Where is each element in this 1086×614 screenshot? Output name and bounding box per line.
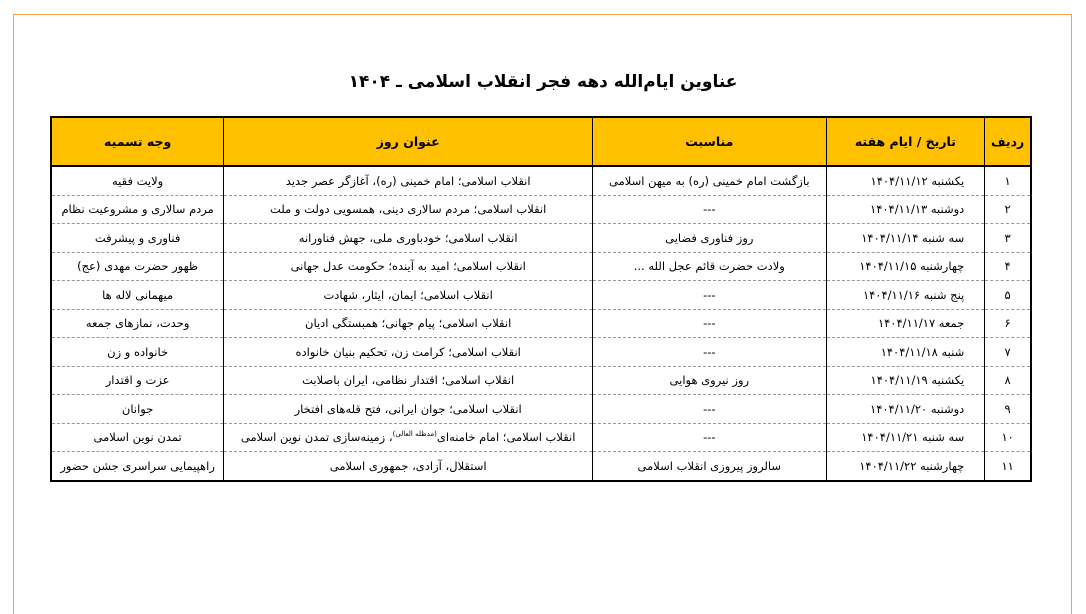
date-cell: شنبه ۱۴۰۴/۱۱/۱۸: [825, 337, 986, 367]
occasion-cell: ---: [592, 309, 827, 338]
row-number: ۳: [984, 223, 1032, 253]
day-title-cell: انقلاب اسلامی؛ جوان ایرانی، فتح قله‌های …: [223, 394, 594, 424]
row-number: ۴: [984, 252, 1032, 281]
table-row: ۱۱ چهارشنبه ۱۴۰۴/۱۱/۲۲ سالروز پیروزی انقلا…: [50, 451, 1032, 481]
date-cell: یکشنبه ۱۴۰۴/۱۱/۱۲: [825, 166, 986, 196]
table-row: ۱۰ سه شنبه ۱۴۰۴/۱۱/۲۱ --- انقلاب اسلامی؛ ام…: [50, 423, 1032, 452]
day-title-text: انقلاب اسلامی؛ امام خامنه‌ای: [436, 430, 576, 445]
row-number: ۹: [984, 394, 1032, 424]
row-number: ۵: [984, 280, 1032, 310]
table-row: ۲ دوشنبه ۱۴۰۴/۱۱/۱۳ --- انقلاب اسلامی؛ مردم…: [50, 195, 1032, 224]
row-number: ۱۱: [984, 451, 1032, 481]
document-title: عناوین ایام‌الله دهه فجر انقلاب اسلامی ـ…: [348, 72, 738, 92]
table-row: ۵ پنج شنبه ۱۴۰۴/۱۱/۱۶ --- انقلاب اسلامی؛ ای…: [50, 280, 1032, 310]
occasion-cell: ---: [592, 394, 827, 424]
naming-reason-cell: فناوری و پیشرفت: [50, 223, 225, 253]
table-row: ۹ دوشنبه ۱۴۰۴/۱۱/۲۰ --- انقلاب اسلامی؛ جوان…: [50, 394, 1032, 424]
occasions-table: ردیف تاریخ / ایام هفته مناسبت عنوان روز …: [50, 116, 1032, 482]
table-row: ۶ جمعه ۱۴۰۴/۱۱/۱۷ --- انقلاب اسلامی؛ پیام ج…: [50, 309, 1032, 338]
occasion-cell: روز فناوری فضایی: [592, 223, 827, 253]
header-day-title: عنوان روز: [223, 116, 594, 167]
date-cell: دوشنبه ۱۴۰۴/۱۱/۲۰: [825, 394, 986, 424]
naming-reason-cell: ولایت فقیه: [50, 166, 225, 196]
date-cell: سه شنبه ۱۴۰۴/۱۱/۲۱: [825, 423, 986, 452]
date-cell: جمعه ۱۴۰۴/۱۱/۱۷: [825, 309, 986, 338]
day-title-cell: انقلاب اسلامی؛ خودباوری ملی، جهش فناوران…: [223, 223, 594, 253]
occasion-cell: ولادت حضرت قائم عجل الله ...: [592, 252, 827, 281]
date-cell: پنج شنبه ۱۴۰۴/۱۱/۱۶: [825, 280, 986, 310]
date-cell: دوشنبه ۱۴۰۴/۱۱/۱۳: [825, 195, 986, 224]
row-number: ۶: [984, 309, 1032, 338]
naming-reason-cell: عزت و اقتدار: [50, 366, 225, 395]
row-number: ۲: [984, 195, 1032, 224]
occasion-cell: ---: [592, 195, 827, 224]
page-border: [13, 14, 1072, 614]
header-naming-reason: وجه تسمیه: [50, 116, 225, 167]
day-title-cell: استقلال، آزادی، جمهوری اسلامی: [223, 451, 594, 481]
occasion-cell: بازگشت امام خمینی (ره) به میهن اسلامی: [592, 166, 827, 196]
day-title-text-after: ، زمینه‌سازی تمدن نوین اسلامی: [240, 430, 393, 445]
naming-reason-cell: جوانان: [50, 394, 225, 424]
naming-reason-cell: ظهور حضرت مهدی (عج): [50, 252, 225, 281]
row-number: ۱۰: [984, 423, 1032, 452]
occasion-cell: ---: [592, 280, 827, 310]
naming-reason-cell: مردم سالاری و مشروعیت نظام: [50, 195, 225, 224]
date-cell: سه شنبه ۱۴۰۴/۱۱/۱۴: [825, 223, 986, 253]
table-row: ۳ سه شنبه ۱۴۰۴/۱۱/۱۴ روز فناوری فضایی انقلا…: [50, 223, 1032, 253]
day-title-cell: انقلاب اسلامی؛ مردم سالاری دینی، همسویی …: [223, 195, 594, 224]
row-number: ۸: [984, 366, 1032, 395]
naming-reason-cell: تمدن نوین اسلامی: [50, 423, 225, 452]
occasion-cell: ---: [592, 337, 827, 367]
day-title-cell: انقلاب اسلامی؛ کرامت زن، تحکیم بنیان خان…: [223, 337, 594, 367]
naming-reason-cell: میهمانی لاله ها: [50, 280, 225, 310]
occasion-cell: سالروز پیروزی انقلاب اسلامی: [592, 451, 827, 481]
date-cell: چهارشنبه ۱۴۰۴/۱۱/۱۵: [825, 252, 986, 281]
table-header-row: ردیف تاریخ / ایام هفته مناسبت عنوان روز …: [50, 116, 1032, 167]
table-row: ۸ یکشنبه ۱۴۰۴/۱۱/۱۹ روز نیروی هوایی انقلاب …: [50, 366, 1032, 395]
day-title-cell: انقلاب اسلامی؛ امید به آینده؛ حکومت عدل …: [223, 252, 594, 281]
row-number: ۱: [984, 166, 1032, 196]
occasion-cell: روز نیروی هوایی: [592, 366, 827, 395]
table-row: ۷ شنبه ۱۴۰۴/۱۱/۱۸ --- انقلاب اسلامی؛ کرامت …: [50, 337, 1032, 367]
table-row: ۱ یکشنبه ۱۴۰۴/۱۱/۱۲ بازگشت امام خمینی (ره)…: [50, 166, 1032, 196]
header-occasion: مناسبت: [592, 116, 827, 167]
day-title-cell: انقلاب اسلامی؛ امام خمینی (ره)، آغازگر ع…: [223, 166, 594, 196]
day-title-cell: انقلاب اسلامی؛ ایمان، ایثار، شهادت: [223, 280, 594, 310]
day-title-cell: انقلاب اسلامی؛ پیام جهانی؛ همبستگی ادیان: [223, 309, 594, 338]
table-row: ۴ چهارشنبه ۱۴۰۴/۱۱/۱۵ ولادت حضرت قائم عجل …: [50, 252, 1032, 281]
occasion-cell: ---: [592, 423, 827, 452]
date-cell: یکشنبه ۱۴۰۴/۱۱/۱۹: [825, 366, 986, 395]
honorific-superscript: (مدظله العالی): [392, 430, 437, 439]
naming-reason-cell: خانواده و زن: [50, 337, 225, 367]
naming-reason-cell: وحدت، نمازهای جمعه: [50, 309, 225, 338]
row-number: ۷: [984, 337, 1032, 367]
day-title-cell: انقلاب اسلامی؛ امام خامنه‌ای(مدظله العال…: [223, 423, 594, 452]
date-cell: چهارشنبه ۱۴۰۴/۱۱/۲۲: [825, 451, 986, 481]
naming-reason-cell: راهپیمایی سراسری جشن حضور: [50, 451, 225, 481]
header-row-number: ردیف: [984, 116, 1032, 167]
header-date: تاریخ / ایام هفته: [825, 116, 986, 167]
day-title-cell: انقلاب اسلامی؛ اقتدار نظامی، ایران باصلا…: [223, 366, 594, 395]
